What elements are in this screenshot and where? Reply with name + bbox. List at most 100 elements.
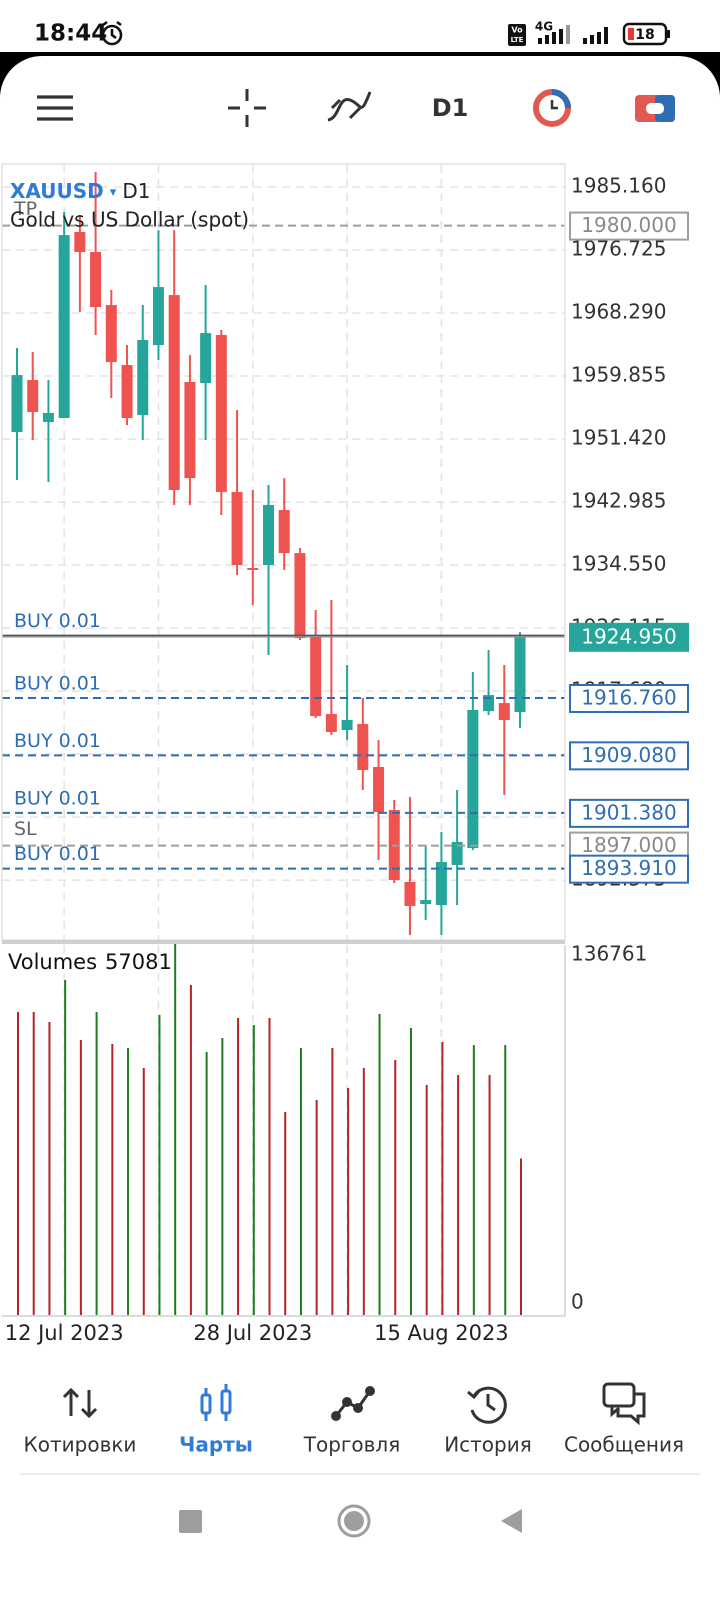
order-label: BUY 0.01 <box>14 672 101 694</box>
chart: 1985.160 1976.725 1968.290 1959.855 1951.420… <box>2 165 689 1345</box>
one-click-button[interactable] <box>635 95 675 122</box>
trade-button[interactable] <box>533 89 571 127</box>
y-tick-label: 1934.550 <box>571 552 666 576</box>
candle-body <box>435 862 447 906</box>
order-label: BUY 0.01 <box>14 787 101 809</box>
price-box-label: 1924.950 <box>581 624 676 648</box>
candle-body <box>74 232 86 253</box>
messages-icon <box>602 1382 646 1426</box>
volte-text: Vo <box>511 26 523 35</box>
symbol: XAUUSD <box>10 179 104 203</box>
volume-title-value: 57081 <box>105 950 172 974</box>
candle-body <box>152 287 164 346</box>
candle-body <box>184 382 196 479</box>
recents-button[interactable] <box>179 1510 202 1533</box>
candle-body <box>231 492 243 566</box>
nav-item[interactable]: История <box>444 1433 532 1457</box>
candle-body <box>420 900 432 904</box>
price-box-label: 1893.910 <box>581 856 676 880</box>
price-box-label: 1916.760 <box>581 685 676 709</box>
indicators-button[interactable] <box>327 91 372 122</box>
order-label: BUY 0.01 <box>14 730 101 752</box>
candle-body <box>27 380 39 413</box>
clock: 18:44 <box>34 21 107 47</box>
nav-item[interactable]: Торговля <box>303 1433 401 1457</box>
signal-icon <box>538 25 608 44</box>
candle-body <box>11 375 23 433</box>
candle-body <box>263 505 274 566</box>
y-tick-label: 1959.855 <box>571 363 666 387</box>
price-box <box>569 211 689 241</box>
x-tick-label: 12 Jul 2023 <box>5 1321 124 1345</box>
price-box <box>569 741 689 771</box>
candle-body <box>168 295 180 491</box>
nav-item[interactable]: Сообщения <box>564 1433 684 1457</box>
volte-text: LTE <box>511 36 524 44</box>
stop-label: TP <box>13 198 37 220</box>
battery-tip <box>667 30 670 38</box>
price-box <box>569 683 689 713</box>
y-tick-label: 1985.160 <box>571 174 666 198</box>
candle-body <box>58 235 70 419</box>
candle-body <box>373 766 385 813</box>
candle-body <box>357 724 369 771</box>
y-tick-label: 1942.985 <box>571 489 666 513</box>
y-tick-label: 1976.725 <box>571 237 666 261</box>
candle-body <box>278 510 290 554</box>
price-box <box>569 622 689 652</box>
trade-icon <box>331 1386 375 1421</box>
price-box-label: 1897.000 <box>581 833 676 857</box>
candle-body <box>404 882 416 907</box>
crosshair-button[interactable] <box>228 89 266 127</box>
app-panel <box>0 56 720 1356</box>
menu-button[interactable] <box>37 95 73 121</box>
y-tick-label: 1951.420 <box>571 426 666 450</box>
history-icon <box>467 1386 507 1424</box>
price-box-label: 1901.380 <box>581 800 676 824</box>
volte-icon <box>508 24 526 46</box>
candle-body <box>247 568 259 571</box>
quotes-icon <box>62 1387 98 1419</box>
candle-body <box>467 710 479 849</box>
volume-tick-label: 0 <box>571 1290 584 1314</box>
x-tick-label: 15 Aug 2023 <box>374 1321 509 1345</box>
back-button[interactable] <box>501 1509 522 1533</box>
volume-title: Volumes 57081 <box>8 950 172 974</box>
candle-body <box>451 841 463 866</box>
battery-level <box>628 28 634 40</box>
candle-body <box>121 365 133 419</box>
candle-body <box>105 305 117 363</box>
candle-body <box>42 413 54 423</box>
price-box <box>569 854 689 884</box>
candle-body <box>200 333 212 384</box>
candle-body <box>137 340 149 416</box>
candle-body <box>294 553 306 639</box>
home-button[interactable] <box>337 1504 371 1538</box>
volume-title-name: Volumes <box>8 950 97 974</box>
y-tick-label: 1968.290 <box>571 300 666 324</box>
chart-header: XAUUSD ▾ D1 <box>10 179 150 203</box>
nav-item[interactable]: Котировки <box>24 1433 137 1457</box>
home-button-dot <box>344 1511 364 1531</box>
status-bar <box>0 0 720 55</box>
price-box <box>569 798 689 828</box>
candle-body <box>341 720 353 731</box>
stop-label: SL <box>14 818 37 840</box>
candle-body <box>325 714 337 733</box>
candle-body <box>514 636 526 713</box>
timeframe-button[interactable]: D1 <box>432 94 469 122</box>
volume-tick-label: 136761 <box>571 942 647 966</box>
battery-text: 18 <box>635 27 654 43</box>
candle-body <box>215 335 227 493</box>
description: Gold vs US Dollar (spot) <box>10 208 249 232</box>
order-label: BUY 0.01 <box>14 843 101 865</box>
charts-icon <box>200 1384 232 1421</box>
network-type: 4G <box>535 20 553 34</box>
candle-body <box>90 252 102 308</box>
alarm-icon <box>101 20 123 46</box>
nav-item[interactable]: Чарты <box>179 1433 253 1457</box>
timeframe: D1 <box>122 179 150 203</box>
order-label: BUY 0.01 <box>14 610 101 632</box>
